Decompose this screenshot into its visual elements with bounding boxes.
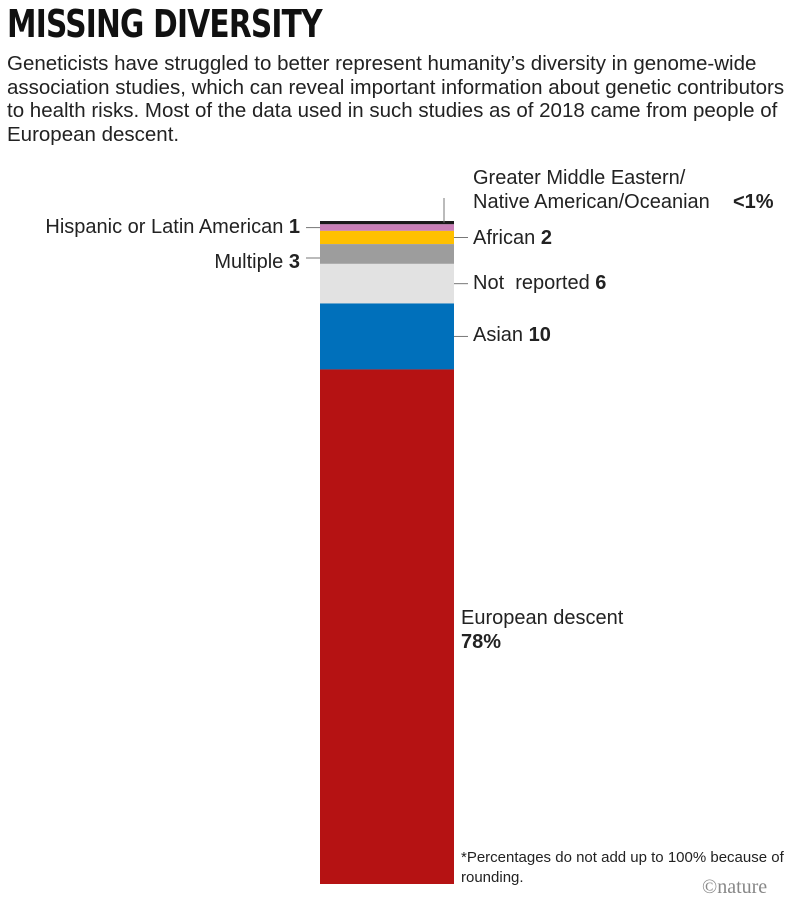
label-value: 78% (461, 631, 502, 653)
label-value: 10 (528, 324, 551, 346)
chart-subtitle: Geneticists have struggled to better rep… (7, 52, 785, 146)
label-value: <1% (733, 191, 774, 213)
bar-segment-not-reported (320, 263, 454, 304)
chart-title: MISSING DIVERSITY (7, 2, 323, 46)
footnote: *Percentages do not add up to 100% becau… (461, 849, 784, 886)
bar-segment-european-descent (320, 369, 454, 884)
label-name: Greater Middle Eastern/ Native American/… (473, 167, 710, 213)
label-name: European descent (461, 607, 624, 629)
label-value: 2 (540, 227, 552, 249)
label-value: 3 (288, 251, 300, 273)
bar-segment-hispanic-or-latin-american (320, 224, 454, 231)
label-not-reported: Not reported 6 (473, 271, 606, 295)
bar-segment-multiple (320, 244, 454, 264)
label-value: 1 (288, 216, 300, 238)
label-name: African (473, 227, 536, 249)
label-name: Asian (473, 324, 524, 346)
label-asian: Asian 10 (473, 323, 551, 347)
bar-segment-african (320, 230, 454, 245)
label-african: African 2 (473, 226, 552, 250)
label-greater-middle-eastern: Greater Middle Eastern/ Native American/… (473, 166, 774, 214)
label-multiple: Multiple 3 (214, 250, 300, 274)
label-name: Multiple (214, 251, 284, 273)
bar-segment-greater-middle-eastern-native-american-oceanian (320, 221, 454, 225)
label-european: European descent 78% (461, 606, 623, 654)
label-hispanic: Hispanic or Latin American 1 (45, 215, 300, 239)
label-name: Hispanic or Latin American (45, 216, 284, 238)
bar-segment-asian (320, 303, 454, 370)
label-value: 6 (595, 272, 607, 294)
label-name: Not reported (473, 272, 590, 294)
nature-credit: ©nature (702, 876, 768, 898)
